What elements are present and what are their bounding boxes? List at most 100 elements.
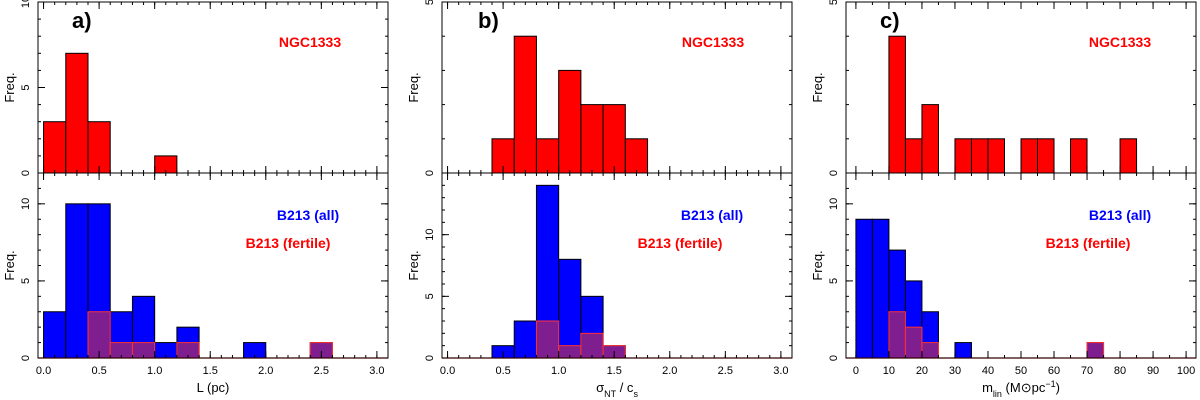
y-axis-label: Freq. bbox=[406, 250, 421, 280]
x-tick-label: 80 bbox=[1114, 365, 1126, 377]
b213-all-bar bbox=[871, 218, 890, 359]
panel-label: b) bbox=[478, 8, 499, 33]
y-tick-label: 5 bbox=[828, 278, 840, 284]
y-tick-label: 5 bbox=[20, 84, 32, 90]
panel-2-top: 0 5 Freq. bbox=[406, 0, 793, 176]
legend-b213-fertile: B213 (fertile) bbox=[246, 235, 331, 251]
ngc-bar bbox=[954, 138, 972, 174]
ngc-bar bbox=[1020, 138, 1039, 174]
y-tick-label: 5 bbox=[424, 293, 436, 299]
ngc-bar bbox=[970, 138, 989, 174]
b213-fertile-bar bbox=[904, 326, 923, 359]
y-axis-label: Freq. bbox=[2, 250, 17, 280]
y-tick-label: 10 bbox=[424, 229, 436, 241]
y-tick-label: 0 bbox=[828, 355, 840, 361]
legend-b213-all: B213 (all) bbox=[277, 207, 339, 223]
legend-ngc1333: NGC1333 bbox=[682, 34, 744, 50]
x-tick-label: 2.0 bbox=[662, 365, 677, 377]
b213-fertile-bar bbox=[535, 320, 560, 359]
y-tick-label: 5 bbox=[424, 0, 436, 5]
y-axis-label: Freq. bbox=[810, 250, 825, 280]
x-tick-label: 70 bbox=[1081, 365, 1093, 377]
x-tick-label: 60 bbox=[1048, 365, 1060, 377]
x-tick-label: 20 bbox=[916, 365, 928, 377]
y-tick-label: 5 bbox=[20, 278, 32, 284]
panel-label: c) bbox=[880, 8, 900, 33]
b213-all-bar bbox=[558, 258, 582, 359]
ngc-bar bbox=[602, 104, 626, 174]
ngc-bar bbox=[535, 138, 560, 174]
panel-3-top: 0 5 Freq. bbox=[810, 0, 1197, 176]
x-tick-label: 1.0 bbox=[551, 365, 566, 377]
y-tick-label: 0 bbox=[828, 170, 840, 176]
ngc-bar bbox=[921, 104, 939, 174]
ngc-bar bbox=[87, 121, 111, 174]
x-tick-label: 30 bbox=[949, 365, 961, 377]
ngc-bar bbox=[1037, 138, 1055, 174]
b213-all-bar bbox=[855, 218, 873, 359]
x-tick-label: 40 bbox=[982, 365, 994, 377]
y-tick-label: 0 bbox=[424, 355, 436, 361]
x-tick-label: 3.0 bbox=[369, 365, 384, 377]
ngc-bar bbox=[987, 138, 1005, 174]
x-tick-label: 100 bbox=[1177, 365, 1195, 377]
legend-b213-all: B213 (all) bbox=[1089, 207, 1151, 223]
x-tick-label: 0.5 bbox=[495, 365, 510, 377]
legend-ngc1333: NGC1333 bbox=[1089, 34, 1151, 50]
y-tick-label: 10 bbox=[20, 198, 32, 210]
ngc-bar bbox=[580, 104, 604, 174]
y-axis-label: Freq. bbox=[810, 72, 825, 102]
panel-1: 0 5 10 Freq. 0 5 10 Freq. 0.0 0.5 1.0 1.5 2.0 2.5 3.0 L… bbox=[2, 0, 389, 395]
b213-fertile-bar bbox=[1086, 342, 1105, 359]
b213-fertile-bar bbox=[580, 332, 604, 359]
x-axis-label: σNT / cs bbox=[596, 380, 638, 399]
ngc-bar bbox=[558, 69, 582, 174]
x-tick-label: 1.5 bbox=[607, 365, 622, 377]
y-tick-label: 10 bbox=[828, 198, 840, 210]
panel-1-bottom: 0 5 10 Freq. bbox=[2, 172, 389, 361]
x-tick-label: 50 bbox=[1015, 365, 1027, 377]
x-tick-label: 3.0 bbox=[773, 365, 788, 377]
panel-3-bottom: 0 5 10 Freq. bbox=[810, 172, 1197, 361]
y-axis-label: Freq. bbox=[406, 72, 421, 102]
x-tick-label: 90 bbox=[1147, 365, 1159, 377]
ngc-bar bbox=[65, 52, 89, 174]
b213-fertile-bar bbox=[888, 311, 906, 359]
ngc-bar bbox=[624, 138, 649, 174]
y-tick-label: 10 bbox=[20, 0, 32, 8]
y-tick-label: 0 bbox=[424, 170, 436, 176]
legend-b213-all: B213 (all) bbox=[681, 207, 743, 223]
b213-fertile-bar bbox=[921, 342, 939, 359]
x-tick-label: 1.0 bbox=[147, 365, 162, 377]
b213-all-bar bbox=[954, 342, 972, 359]
x-tick-label: 2.5 bbox=[718, 365, 733, 377]
x-tick-label: 0.5 bbox=[91, 365, 106, 377]
b213-all-bar bbox=[513, 320, 537, 359]
ngc-bar bbox=[904, 138, 923, 174]
legend-b213-fertile: B213 (fertile) bbox=[638, 235, 723, 251]
x-axis-label: mlin (M⊙pc−1) bbox=[982, 379, 1060, 399]
ngc-bar bbox=[888, 35, 906, 174]
x-axis-label: L (pc) bbox=[197, 380, 230, 395]
x-tick-label: 0.0 bbox=[36, 365, 51, 377]
legend-b213-fertile: B213 (fertile) bbox=[1046, 235, 1131, 251]
legend-ngc1333: NGC1333 bbox=[279, 34, 341, 50]
plot-frame bbox=[441, 172, 793, 359]
y-axis-label: Freq. bbox=[2, 72, 17, 102]
ngc-bar bbox=[1070, 138, 1088, 174]
y-tick-label: 0 bbox=[20, 170, 32, 176]
panel-label: a) bbox=[72, 8, 92, 33]
b213-all-bar bbox=[43, 311, 67, 359]
x-tick-label: 1.5 bbox=[203, 365, 218, 377]
b213-all-bar bbox=[65, 203, 89, 359]
ngc-bar bbox=[43, 121, 67, 174]
ngc-bar bbox=[513, 35, 537, 174]
panel-1-top: 0 5 10 Freq. bbox=[2, 0, 389, 176]
x-tick-label: 10 bbox=[883, 365, 895, 377]
x-tick-label: 0 bbox=[853, 365, 859, 377]
x-tick-label: 2.0 bbox=[258, 365, 273, 377]
